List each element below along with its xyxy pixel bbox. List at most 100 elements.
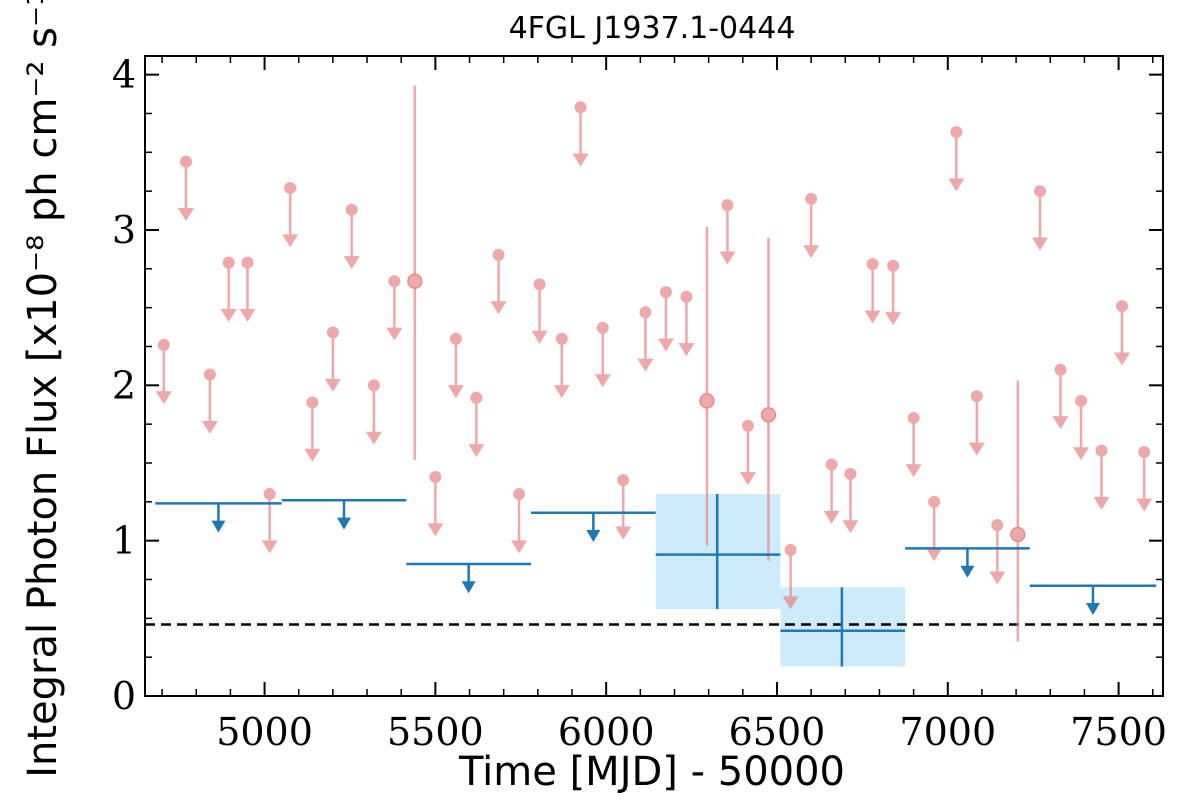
fine-upper-limit-marker — [825, 458, 838, 471]
coarse-upper-limit-5 — [1029, 584, 1157, 616]
fine-upper-limit-arrow — [678, 343, 695, 357]
coarse-upper-limit-arrow — [211, 520, 226, 533]
fine-upper-limit-arrow — [864, 310, 881, 324]
chart-title: 4FGL J1937.1-0444 — [509, 11, 796, 46]
fine-upper-limit-31 — [864, 258, 881, 324]
fine-upper-limit-40 — [1073, 394, 1090, 461]
fine-upper-limit-11 — [386, 275, 403, 341]
fine-upper-limit-41 — [1093, 444, 1110, 510]
fine-upper-limit-arrow — [220, 308, 237, 322]
fine-upper-limit-28 — [803, 192, 820, 259]
fine-upper-limit-arrow — [803, 245, 820, 259]
fine-upper-limit-20 — [594, 321, 611, 388]
fine-detection-0 — [407, 85, 423, 460]
fine-upper-limit-1 — [177, 155, 194, 221]
fine-upper-limit-marker — [659, 286, 672, 299]
fine-upper-limit-marker — [263, 488, 276, 501]
coarse-upper-limit-2 — [406, 562, 532, 594]
fine-upper-limit-25 — [719, 199, 736, 265]
fine-upper-limit-marker — [326, 326, 339, 339]
fine-upper-limit-23 — [657, 286, 674, 352]
fine-upper-limit-26 — [739, 419, 756, 486]
x-tick-labels: 5000 5500 6000 6500 7000 7500 — [216, 710, 1167, 754]
y-tick-labels: 0 1 2 3 4 — [112, 53, 136, 718]
fine-upper-limit-marker — [345, 203, 358, 216]
fine-upper-limit-marker — [513, 488, 526, 501]
fine-upper-limit-marker — [741, 419, 754, 432]
coarse-detection-0 — [655, 494, 781, 610]
fine-upper-limit-arrow — [324, 378, 341, 392]
fine-bin-series — [155, 85, 1153, 642]
y-tick-label: 4 — [112, 53, 136, 97]
fine-upper-limit-arrow — [468, 444, 485, 458]
fine-upper-limit-arrow — [447, 385, 464, 399]
fine-upper-limit-marker — [367, 379, 380, 392]
fine-upper-limit-marker — [784, 543, 797, 556]
fine-upper-limit-marker — [991, 519, 1004, 532]
fine-upper-limit-arrow — [1073, 447, 1090, 461]
fine-detection-marker — [407, 273, 423, 289]
fine-upper-limit-arrow — [782, 596, 799, 610]
fine-upper-limit-10 — [365, 379, 382, 445]
fine-upper-limit-arrow — [553, 385, 570, 399]
fine-upper-limit-37 — [989, 519, 1006, 585]
fine-upper-limit-17 — [531, 278, 548, 344]
fine-upper-limit-marker — [1138, 446, 1151, 459]
fine-upper-limit-arrow — [719, 251, 736, 265]
x-tick-label: 5500 — [387, 710, 484, 754]
axis-ticks — [145, 56, 1163, 697]
fine-upper-limit-33 — [905, 411, 922, 478]
fine-upper-limit-5 — [261, 488, 278, 554]
fine-upper-limit-arrow — [239, 308, 256, 322]
fine-upper-limit-marker — [866, 258, 879, 271]
fine-upper-limit-marker — [388, 275, 401, 288]
x-axis-label: Time [MJD] - 50000 — [458, 749, 845, 795]
fine-upper-limit-8 — [324, 326, 341, 392]
coarse-detection-bands — [655, 494, 906, 667]
fine-upper-limit-marker — [907, 411, 920, 424]
fine-detection-1 — [699, 226, 715, 546]
fine-upper-limit-14 — [468, 391, 485, 458]
fine-upper-limit-marker — [222, 256, 235, 269]
fine-upper-limit-arrow — [282, 234, 299, 248]
fine-upper-limit-arrow — [1032, 237, 1049, 251]
x-tick-label: 6500 — [729, 710, 826, 754]
fine-upper-limit-marker — [449, 332, 462, 345]
fine-upper-limit-36 — [968, 390, 985, 456]
fine-upper-limit-arrow — [948, 178, 965, 192]
coarse-upper-limit-arrow — [586, 530, 601, 542]
fine-detection-marker — [760, 407, 777, 423]
fine-upper-limit-marker — [492, 248, 505, 261]
fine-upper-limit-arrow — [427, 523, 444, 537]
fine-upper-limit-marker — [203, 368, 216, 381]
fine-upper-limit-arrow — [739, 472, 756, 486]
fine-upper-limit-42 — [1114, 300, 1131, 366]
fine-upper-limit-marker — [680, 290, 693, 303]
fine-upper-limit-arrow — [615, 526, 632, 540]
fine-upper-limit-marker — [306, 396, 319, 409]
fine-upper-limit-arrow — [926, 548, 943, 562]
coarse-upper-limit-4 — [905, 547, 1030, 578]
fine-upper-limit-arrow — [386, 327, 403, 341]
x-tick-label: 7500 — [1070, 710, 1167, 754]
fine-upper-limit-arrow — [989, 571, 1006, 585]
fine-detection-marker — [699, 393, 715, 409]
fine-upper-limit-marker — [844, 467, 857, 480]
fine-upper-limit-35 — [948, 126, 965, 192]
fine-upper-limit-marker — [805, 192, 818, 205]
fine-upper-limit-arrow — [304, 448, 321, 462]
fine-upper-limit-arrow — [155, 391, 172, 405]
fine-upper-limit-marker — [639, 306, 652, 319]
fine-upper-limit-22 — [637, 306, 654, 372]
fine-upper-limit-marker — [574, 101, 587, 114]
fine-upper-limit-marker — [1095, 444, 1108, 457]
fine-upper-limit-arrow — [572, 153, 589, 167]
fine-upper-limit-arrow — [885, 312, 902, 326]
fine-upper-limit-38 — [1032, 185, 1049, 251]
fine-upper-limit-arrow — [511, 540, 528, 554]
fine-upper-limit-39 — [1052, 363, 1069, 430]
fine-upper-limit-marker — [533, 278, 546, 291]
fine-upper-limit-24 — [678, 290, 695, 357]
x-tick-label: 7000 — [899, 710, 996, 754]
